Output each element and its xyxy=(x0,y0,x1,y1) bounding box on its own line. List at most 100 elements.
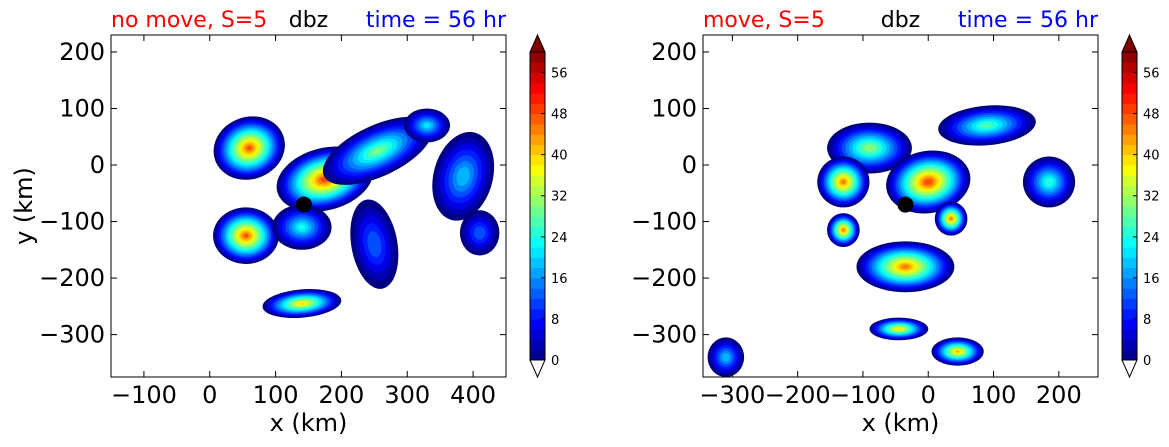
title-center: dbz xyxy=(881,8,920,33)
colorbar-segment xyxy=(530,164,545,176)
colorbar-segment xyxy=(1122,226,1137,238)
colorbar-segment xyxy=(530,195,545,207)
colorbar: 0 8 16 24 32 40 48 56 xyxy=(1121,33,1160,379)
contour-level xyxy=(955,350,960,353)
colorbar-segment xyxy=(1122,247,1137,258)
x-tick-label: −100 xyxy=(111,381,177,409)
colorbar-segment xyxy=(1122,113,1137,125)
colorbar-segment xyxy=(1122,134,1137,145)
colorbar-segment xyxy=(1122,318,1137,330)
title-right: time = 56 hr xyxy=(366,8,507,33)
colorbar-segment xyxy=(1122,175,1137,187)
colorbar-segment xyxy=(1122,164,1137,176)
contour-level xyxy=(896,327,902,331)
colorbar-extend-min xyxy=(1121,359,1138,379)
storm-cell xyxy=(459,210,500,256)
colorbar-extend-max xyxy=(529,33,546,53)
contour-level xyxy=(721,352,730,362)
x-tick-label: 0 xyxy=(921,381,936,409)
contour-level xyxy=(456,166,470,186)
colorbar-segment xyxy=(530,113,545,125)
colorbar-segment xyxy=(1122,308,1137,320)
reflectivity-field xyxy=(213,108,500,319)
colorbar-segment xyxy=(1122,298,1137,310)
colorbar-segment xyxy=(1122,82,1137,94)
colorbar-tick-label: 16 xyxy=(1143,272,1160,287)
x-tick-label: 100 xyxy=(253,381,299,409)
colorbar-segment xyxy=(530,318,545,330)
colorbar-tick-label: 48 xyxy=(1143,108,1160,123)
colorbar-segment xyxy=(530,277,545,289)
colorbar-tick-label: 0 xyxy=(1143,354,1151,369)
storm-cell xyxy=(272,204,332,250)
title-center: dbz xyxy=(289,8,328,33)
y-tick-label: 0 xyxy=(682,151,697,179)
contour-level xyxy=(842,228,845,232)
colorbar-segment xyxy=(1122,339,1137,351)
colorbar-segment xyxy=(530,298,545,310)
x-tick-label: 0 xyxy=(202,381,217,409)
colorbar-tick-label: 48 xyxy=(551,108,568,123)
contour-level xyxy=(298,224,306,230)
colorbar-segment xyxy=(530,329,545,341)
x-tick-label: 400 xyxy=(450,381,496,409)
colorbar-tick-label: 32 xyxy=(551,190,568,205)
colorbar-segment xyxy=(1122,216,1137,228)
colorbar-segment xyxy=(530,185,545,197)
storm-cell xyxy=(707,337,745,377)
colorbar-segment xyxy=(530,267,545,279)
title-left: move, S=5 xyxy=(703,8,825,33)
colorbar-segment xyxy=(530,236,545,248)
contour-level xyxy=(1044,177,1054,187)
colorbar-segment xyxy=(530,62,545,74)
contour-level xyxy=(841,179,846,185)
x-axis-label: x (km) xyxy=(862,409,940,437)
storm-cell xyxy=(827,213,860,247)
colorbar-segment xyxy=(1122,52,1137,63)
x-tick-label: 300 xyxy=(384,381,430,409)
colorbar-tick-label: 56 xyxy=(1143,67,1160,82)
storm-cell xyxy=(262,289,342,319)
storm-cell xyxy=(213,207,279,264)
colorbar-segment xyxy=(530,226,545,238)
colorbar: 0 8 16 24 32 40 48 56 xyxy=(529,33,568,379)
x-tick-label: −300 xyxy=(699,381,765,409)
y-tick-label: 0 xyxy=(90,151,105,179)
colorbar-tick-label: 16 xyxy=(551,272,568,287)
y-tick-label: 100 xyxy=(59,94,105,122)
y-tick-label: −200 xyxy=(631,264,697,292)
colorbar-segment xyxy=(530,308,545,320)
colorbar-segment xyxy=(530,103,545,115)
colorbar-segment xyxy=(530,349,545,361)
title-right: time = 56 hr xyxy=(958,8,1099,33)
colorbar-segment xyxy=(1122,277,1137,289)
colorbar-tick-label: 8 xyxy=(1143,313,1151,328)
colorbar-segment xyxy=(530,247,545,258)
colorbar-frame xyxy=(529,51,546,361)
colorbar-frame xyxy=(1121,51,1138,361)
y-tick-label: 200 xyxy=(651,38,697,66)
y-tick-label: −300 xyxy=(39,321,105,349)
colorbar-segment xyxy=(1122,329,1137,341)
storm-cell xyxy=(432,131,495,221)
colorbar-segment xyxy=(530,216,545,228)
colorbar-segment xyxy=(1122,154,1137,166)
contour-level xyxy=(372,147,383,154)
colorbar-segment xyxy=(1122,93,1137,104)
x-tick-label: −100 xyxy=(830,381,896,409)
colorbar-segment xyxy=(1122,257,1137,269)
colorbar-tick-label: 56 xyxy=(551,67,568,82)
colorbar-tick-label: 24 xyxy=(1143,231,1160,246)
colorbar-segment xyxy=(1122,72,1137,84)
colorbar-segment xyxy=(1122,349,1137,361)
colorbar-tick-label: 32 xyxy=(1143,190,1160,205)
colorbar-segment xyxy=(1122,62,1137,74)
y-axis-label: y (km) xyxy=(10,167,38,245)
storm-cell xyxy=(869,317,929,341)
x-axis-label: x (km) xyxy=(270,409,348,437)
storm-cell xyxy=(931,337,984,366)
x-tick-label: −200 xyxy=(765,381,831,409)
storm-cell xyxy=(817,156,870,208)
plot-frame xyxy=(702,34,1099,378)
